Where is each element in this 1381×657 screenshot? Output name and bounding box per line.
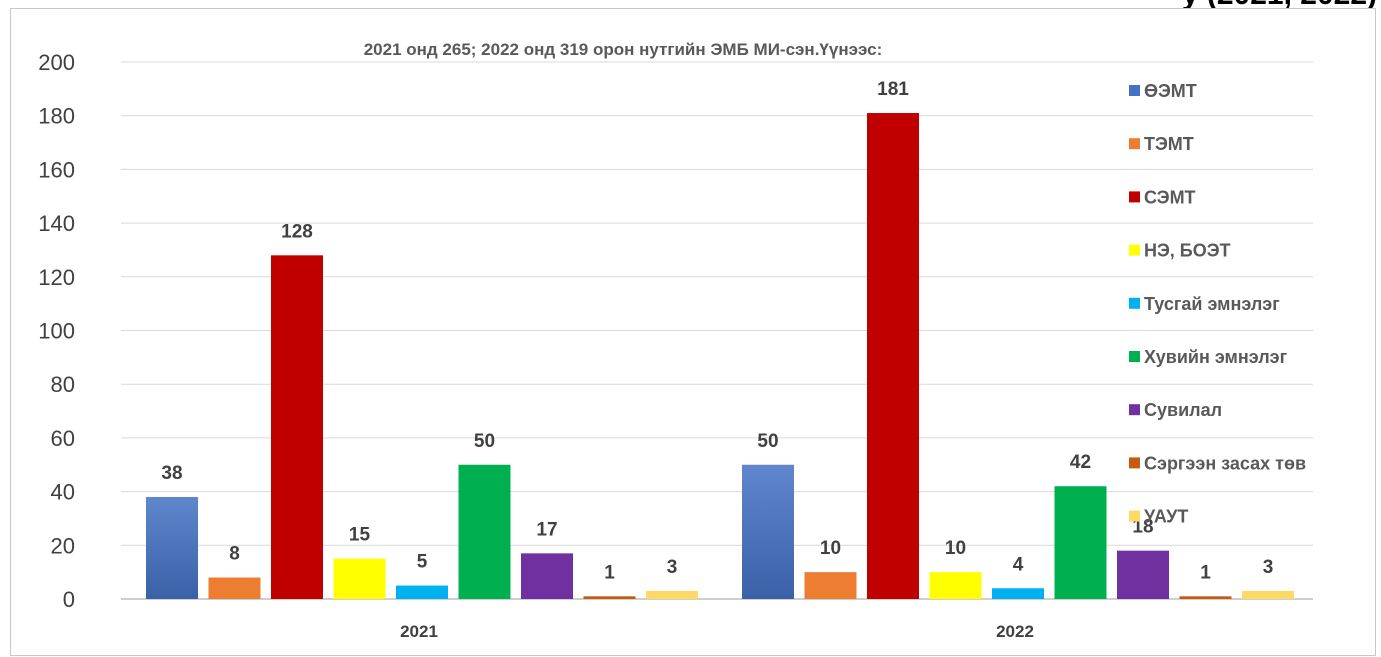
- bar-2022-7: [1179, 596, 1232, 599]
- data-label: 8: [229, 544, 240, 565]
- bar-2022-8: [1242, 590, 1294, 599]
- x-tick-label: 2021: [400, 622, 438, 641]
- data-label: 5: [417, 552, 428, 573]
- data-label: 181: [877, 79, 909, 100]
- bar-chart: 0 20 40 60 80 100 120 140 160 180 200 38 8 128 15 5 50 1…: [38, 40, 1313, 641]
- legend: ӨЭМТ ТЭМТ СЭМТ НЭ, БОЭТ Тусгай эмнэлэг Хувийн…: [1129, 81, 1306, 527]
- legend-label: Сувилал: [1144, 400, 1222, 420]
- bar-2021-3: [333, 558, 386, 599]
- data-label: 3: [667, 557, 678, 578]
- legend-swatch: [1129, 404, 1140, 416]
- data-label: 50: [474, 431, 495, 452]
- data-label: 38: [161, 463, 182, 484]
- y-tick-label: 20: [51, 533, 75, 558]
- bar-2021-5: [458, 464, 511, 599]
- cut-off-header-text: у (2021, 2022): [1182, 0, 1377, 12]
- legend-swatch: [1129, 351, 1140, 362]
- legend-label: ӨЭМТ: [1144, 81, 1197, 101]
- legend-swatch: [1129, 510, 1140, 522]
- bar-2021-0: [146, 496, 198, 599]
- legend-swatch: [1129, 244, 1140, 256]
- y-tick-label: 180: [38, 104, 75, 129]
- bar-2022-4: [992, 588, 1044, 599]
- legend-swatch: [1129, 85, 1140, 96]
- y-tick-label: 140: [38, 211, 75, 236]
- data-label: 128: [281, 221, 313, 242]
- legend-label: ТЭМТ: [1144, 134, 1194, 154]
- chart-title: 2021 онд 265; 2022 онд 319 орон нутгийн …: [364, 40, 883, 59]
- y-tick-label: 80: [51, 372, 75, 397]
- bar-2022-3: [929, 572, 982, 599]
- legend-label: УАУТ: [1144, 507, 1188, 527]
- bar-2021-8: [646, 590, 698, 599]
- bar-2021-4: [396, 585, 448, 599]
- data-label: 1: [604, 562, 615, 583]
- bar-2022-6: [1117, 550, 1169, 599]
- x-axis-ticks: 2021 2022: [400, 622, 1034, 641]
- bar-2022-0: [742, 464, 794, 599]
- y-tick-label: 160: [38, 157, 75, 182]
- data-label: 1: [1200, 562, 1211, 583]
- legend-label: Тусгай эмнэлэг: [1144, 294, 1280, 314]
- legend-swatch: [1129, 191, 1140, 203]
- y-tick-label: 120: [38, 265, 75, 290]
- bar-2021-6: [521, 553, 573, 599]
- chart-area: 0 20 40 60 80 100 120 140 160 180 200 38 8 128 15 5 50 1…: [10, 8, 1376, 656]
- bar-2021-7: [583, 596, 636, 599]
- legend-label: НЭ, БОЭТ: [1144, 241, 1231, 261]
- y-tick-label: 200: [38, 50, 75, 75]
- data-label: 17: [536, 519, 557, 540]
- y-tick-label: 100: [38, 319, 75, 344]
- data-label: 10: [945, 538, 966, 559]
- bar-2022-2: [867, 113, 919, 599]
- x-tick-label: 2022: [996, 622, 1034, 641]
- data-label: 18: [1132, 517, 1153, 538]
- legend-label: Сэргээн засах төв: [1144, 453, 1306, 473]
- bar-2022-5: [1054, 486, 1107, 599]
- bars: [146, 113, 1294, 599]
- data-label: 4: [1013, 554, 1024, 575]
- y-tick-label: 60: [51, 426, 75, 451]
- bar-2021-1: [208, 577, 261, 599]
- legend-swatch: [1129, 138, 1140, 150]
- bar-2021-2: [271, 255, 323, 599]
- legend-swatch: [1129, 457, 1140, 469]
- data-label: 50: [757, 431, 778, 452]
- legend-label: Хувийн эмнэлэг: [1144, 347, 1288, 367]
- data-label: 10: [820, 538, 841, 559]
- legend-label: СЭМТ: [1144, 187, 1196, 207]
- data-label: 15: [349, 525, 371, 546]
- bar-2022-1: [804, 572, 857, 599]
- data-label: 3: [1263, 557, 1274, 578]
- y-axis-ticks: 0 20 40 60 80 100 120 140 160 180 200: [38, 50, 75, 612]
- y-tick-label: 40: [51, 480, 75, 505]
- legend-swatch: [1129, 297, 1140, 309]
- data-label: 42: [1070, 452, 1091, 473]
- y-tick-label: 0: [63, 587, 75, 612]
